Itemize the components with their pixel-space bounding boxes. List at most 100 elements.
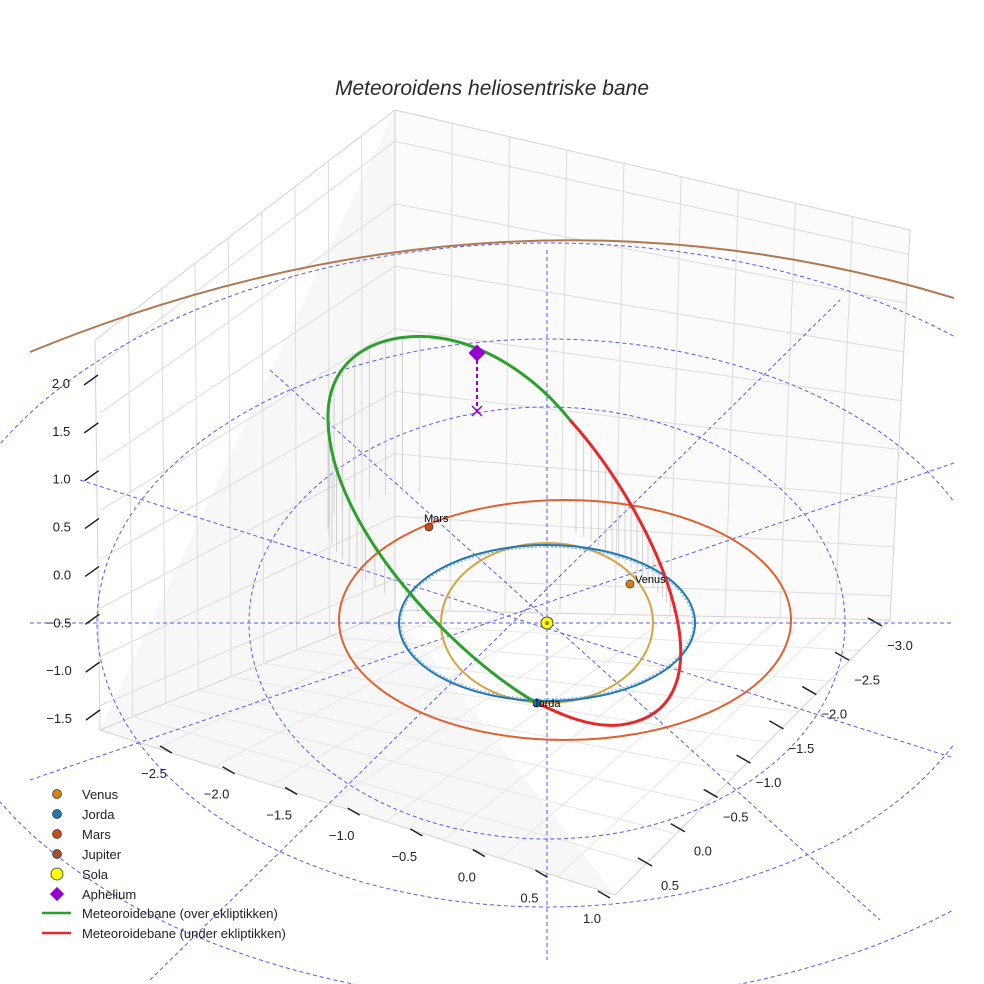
y-tick-mark [409,828,423,837]
x-tick-label: 0.0 [694,844,712,859]
x-tick-label: 0.5 [661,878,679,893]
mars-orbit [338,499,792,741]
gridline-floor-cross [198,689,707,804]
sun-core [545,621,549,625]
y-tick-mark [472,848,486,858]
gridline-z-left [99,578,396,707]
x-tick-label: −3.0 [887,638,913,653]
gridline-floor-cross [263,662,768,743]
legend-mars-icon [52,829,62,839]
gridline-floor-cross [362,622,860,652]
z-tick-label: −1.5 [46,711,72,726]
y-tick-mark [597,890,611,899]
legend-orbit-below: Meteoroidebane (under ekliptikken) [82,926,286,941]
meteoroid-orbit-above [326,334,572,705]
z-tick-label: 2.0 [52,376,70,391]
legend-mars: Mars [82,827,111,842]
legend-earth: Jorda [82,807,115,822]
y-tick-mark [159,745,173,754]
y-tick-label: −1.0 [329,828,355,843]
gridline-floor [557,618,836,878]
jupiter-orbit [29,239,954,353]
gridline-floor [443,616,726,841]
gridline-floor-cross [132,716,646,865]
legend-aphelion-icon [49,886,65,902]
z-tick-mark [84,517,100,530]
gridline-floor [214,611,506,768]
gridline-floor [328,614,616,804]
y-tick-label: −1.5 [266,807,292,822]
gridline-back-vertical [724,189,739,617]
y-tick-mark [284,786,298,796]
legend-jupiter-icon [52,849,62,859]
gridline-floor [385,615,671,823]
legend: Venus Jorda Mars Jupiter Sola Aphelium M… [42,787,286,941]
z-tick-mark [84,565,100,578]
gridline-z-left [99,515,396,658]
z-tick-label: −1.0 [46,663,72,678]
venus-orbit [440,542,654,704]
legend-venus: Venus [82,787,119,802]
gridline-z [394,203,907,304]
y-tick-mark [347,807,361,816]
mars-label: Mars [424,513,449,525]
x-tick-label: −1.5 [789,741,815,756]
z-axis-ticks: −1.5 −1.0 −0.5 0.0 0.5 1.0 1.5 2.0 [46,374,101,726]
gridline-z-left [99,390,396,560]
venus-marker [625,579,635,589]
z-tick-label: 1.5 [52,424,70,439]
legend-earth-icon [52,809,62,819]
gridline-floor-cross [231,676,738,774]
aphelion-marker [468,344,486,362]
gridline-side-vertical [294,186,298,651]
gridline-side-vertical [227,237,232,677]
gridline-z [394,265,904,353]
y-tick-mark [535,869,548,878]
x-tick-mark [736,754,751,764]
chart-title: Meteoroidens heliosentriske bane [335,77,649,100]
x-tick-mark [637,857,653,867]
z-tick-label: −0.5 [46,615,72,630]
x-tick-mark [801,685,817,696]
earth-orbit-inner [400,546,694,700]
legend-orbit-above: Meteoroidebane (over ekliptikken) [82,906,278,921]
gridline-back-vertical [834,216,854,619]
z-tick-mark [84,470,100,482]
earth-orbit [398,544,696,702]
gridline-side-vertical [361,135,363,624]
gridline-z-left [99,203,396,414]
gridline-side-vertical [261,212,265,664]
z-tick-label: 1.0 [52,472,70,487]
ecliptic-grid [0,242,954,984]
x-tick-mark [867,617,883,627]
y-tick-label: −0.5 [391,849,417,864]
gridline-back-vertical [559,149,568,614]
y-tick-label: 0.5 [520,890,538,905]
gridline-back-vertical [614,163,625,615]
earth-label: Jorda [533,698,561,710]
venus-label: Venus [635,574,666,586]
gridline-side-vertical [161,288,167,704]
gridline-z [394,453,897,499]
gridline-side-vertical [194,263,199,691]
x-axis-ticks: −3.0 −2.5 −2.0 −1.5 −1.0 −0.5 0.0 0.5 [637,617,913,893]
y-tick-label: −2.0 [204,787,230,802]
gridline-floor-cross [329,636,829,682]
projection-lines [327,336,682,672]
gridline-floor-cross [165,702,677,835]
z-tick-label: 0.0 [53,567,71,582]
earth-marker [532,698,542,708]
z-tick-mark [85,661,101,673]
gridline-z-left [99,453,396,609]
y-tick-label: −2.5 [141,766,167,781]
y-tick-mark [222,766,235,775]
gridline-z [394,578,892,597]
legend-venus-icon [52,789,62,799]
legend-sun: Sola [82,867,109,882]
legend-sun-icon [50,867,64,881]
y-tick-label: 0.0 [458,870,476,885]
legend-jupiter: Jupiter [82,847,122,862]
x-tick-label: −1.0 [756,775,782,790]
gridline-back-vertical [779,203,797,618]
